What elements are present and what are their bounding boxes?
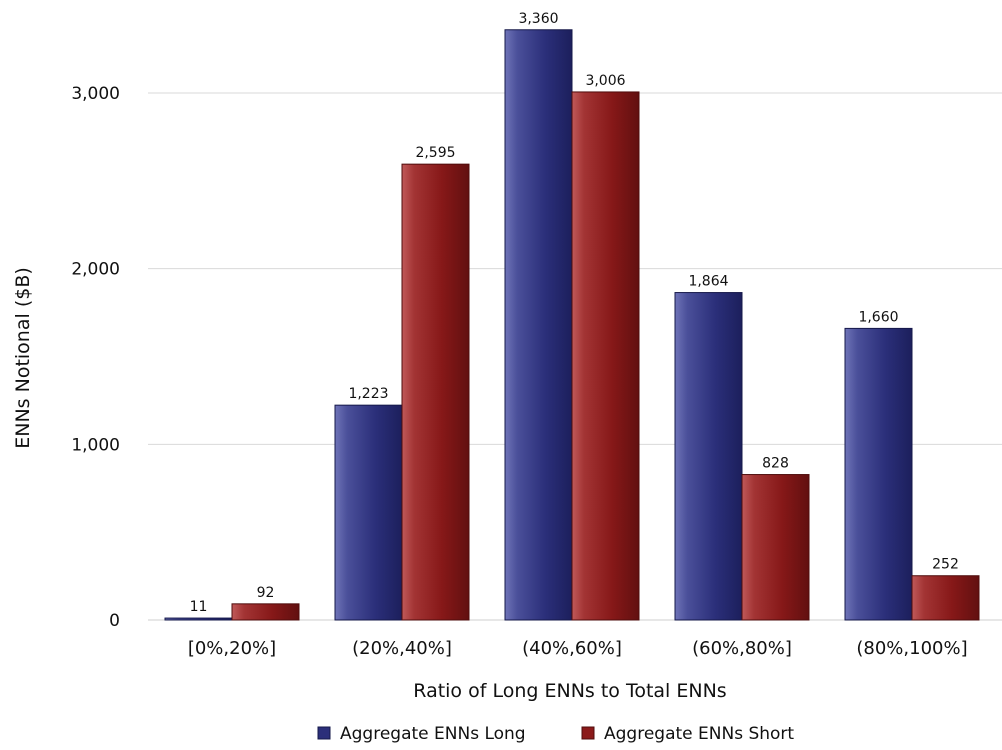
legend-label: Aggregate ENNs Short [604,724,794,744]
y-tick-label: 2,000 [71,260,120,280]
bar-short [401,163,470,621]
data-label: 252 [932,557,959,573]
x-axis-title: Ratio of Long ENNs to Total ENNs [413,680,726,702]
x-tick-label: (40%,60%] [522,638,622,659]
data-label: 1,660 [858,309,898,325]
legend-swatch [581,726,595,740]
data-label: 3,360 [518,11,558,27]
data-label: 3,006 [585,73,625,89]
bar-short [741,474,810,621]
x-axis-categories: [0%,20%] (20%,40%] (40%,60%] (60%,80%] (80%,… [188,638,968,659]
x-tick-label: [0%,20%] [188,638,276,659]
bar-long [504,29,573,621]
bar-long [334,404,403,621]
legend: Aggregate ENNs Long Aggregate ENNs Short [317,724,794,744]
bar-long [844,327,913,621]
bars [164,29,980,621]
data-labels: 11 92 1,223 2,595 3,360 3,006 1,864 828 1,660 252 [190,11,959,615]
bar-short [911,575,980,621]
data-label: 1,864 [688,274,728,290]
y-tick-label: 3,000 [71,84,120,104]
x-tick-label: (60%,80%] [692,638,792,659]
y-tick-label: 1,000 [71,435,120,455]
x-tick-label: (20%,40%] [352,638,452,659]
y-tick-label: 0 [109,611,120,631]
data-label: 92 [257,585,275,601]
y-axis-title: ENNs Notional ($B) [12,267,34,449]
data-label: 828 [762,456,789,472]
bar-short [231,603,300,621]
data-label: 2,595 [415,145,455,161]
y-axis-ticks: 0 1,000 2,000 3,000 [71,84,120,631]
legend-label: Aggregate ENNs Long [340,724,526,744]
bar-long [164,617,233,621]
bar-long [674,292,743,621]
x-tick-label: (80%,100%] [856,638,967,659]
data-label: 1,223 [348,386,388,402]
data-label: 11 [190,599,208,615]
bar-short [571,91,640,621]
legend-swatch [317,726,331,740]
